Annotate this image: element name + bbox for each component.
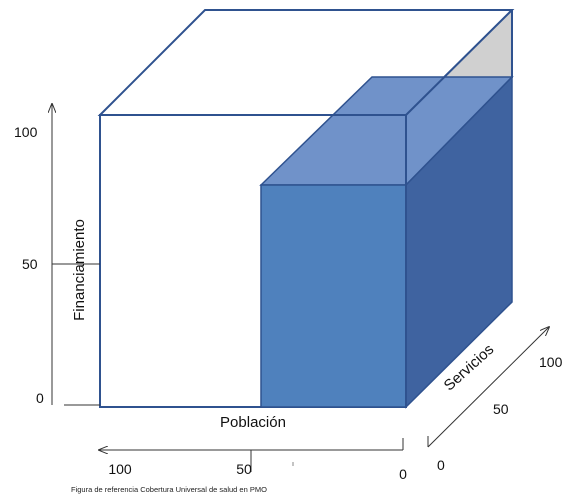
- poblacion-tick-label-0: 0: [399, 466, 407, 482]
- outer-cube-diagonal-edge-overlay: [405, 9, 513, 116]
- servicios-tick-label-0: 0: [437, 457, 445, 473]
- poblacion-tick-label-50: 50: [236, 461, 252, 477]
- servicios-axis-line: [427, 327, 549, 448]
- servicios-tick-label-50: 50: [493, 401, 509, 417]
- coverage-box: [259, 9, 514, 409]
- financiamiento-tick-label-0: 0: [36, 390, 44, 406]
- poblacion-axis: Población 100 50 0: [99, 414, 407, 482]
- financiamiento-axis: 100 50 0 Financiamiento: [14, 104, 100, 406]
- figure-caption: Figura de referencia Cobertura Universal…: [71, 485, 267, 494]
- financiamiento-tick-label-100: 100: [14, 124, 38, 140]
- poblacion-tick-label-100: 100: [108, 461, 132, 477]
- financiamiento-axis-title: Financiamiento: [71, 219, 88, 321]
- financiamiento-tick-label-50: 50: [22, 256, 38, 272]
- poblacion-axis-title: Población: [220, 414, 286, 431]
- coverage-box-front-face: [260, 184, 407, 408]
- servicios-tick-label-100: 100: [539, 354, 563, 370]
